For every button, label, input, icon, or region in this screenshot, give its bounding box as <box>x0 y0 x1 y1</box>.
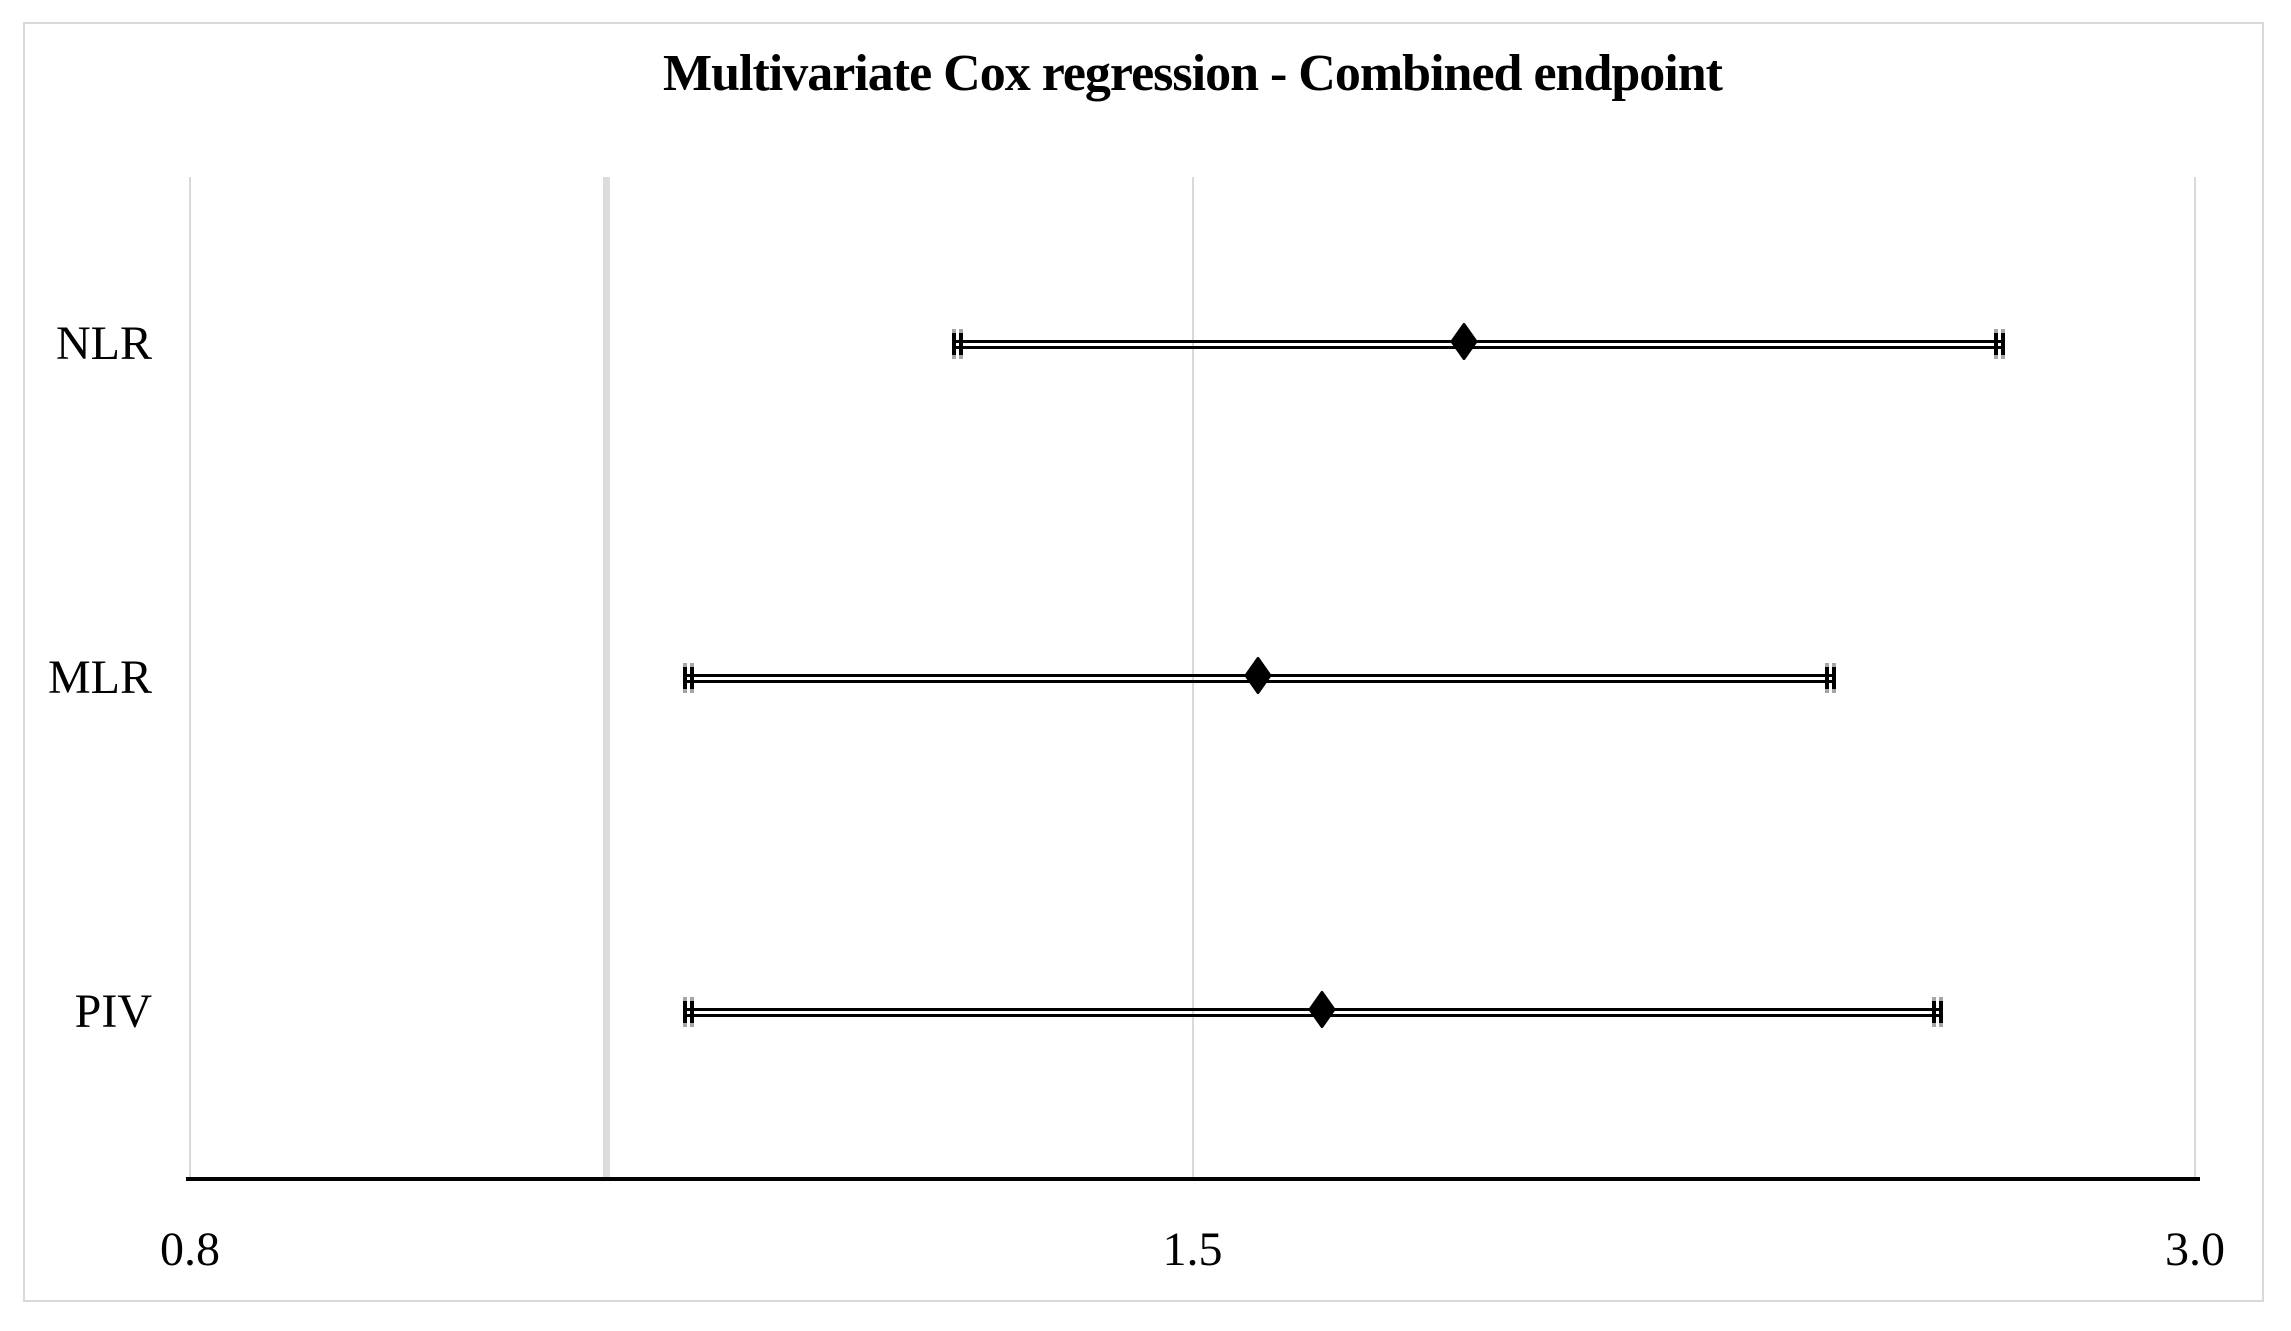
plot-right-border <box>2194 177 2196 1179</box>
ci-cap-right-piv <box>1938 997 1943 1027</box>
ci-bar-nlr <box>951 339 2005 349</box>
hr-marker-mlr <box>1243 657 1273 700</box>
ci-cap-left-mlr <box>690 663 695 693</box>
row-label-mlr: MLR <box>47 651 152 704</box>
plot-area <box>190 177 2195 1179</box>
hr-marker-nlr <box>1449 323 1479 366</box>
ci-cap-right-mlr <box>1824 663 1829 693</box>
ci-cap-left-nlr <box>958 329 963 359</box>
ci-cap-right-piv <box>1931 997 1936 1027</box>
figure-border <box>23 22 2264 1302</box>
plot-left-border <box>189 177 191 1179</box>
ci-cap-right-nlr <box>2000 329 2005 359</box>
x-axis-tick-labels: 0.8 1.5 3.0 <box>160 1222 2225 1282</box>
x-axis-line <box>186 1177 2200 1181</box>
ci-cap-left-piv <box>683 997 688 1027</box>
ci-cap-left-nlr <box>951 329 956 359</box>
row-label-nlr: NLR <box>56 317 152 370</box>
ci-cap-right-nlr <box>1993 329 1998 359</box>
hr-marker-piv <box>1307 991 1337 1034</box>
ci-cap-left-piv <box>690 997 695 1027</box>
gridline-at-1.5 <box>1191 177 1194 1179</box>
reference-line-at-1 <box>602 177 610 1179</box>
row-label-piv: PIV <box>74 985 152 1038</box>
x-tick-3.0: 3.0 <box>2165 1223 2225 1276</box>
chart-title: Multivariate Cox regression - Combined e… <box>663 45 1723 102</box>
ci-cap-right-mlr <box>1831 663 1836 693</box>
ci-cap-left-mlr <box>683 663 688 693</box>
x-tick-0.8: 0.8 <box>160 1223 220 1276</box>
x-tick-1.5: 1.5 <box>1162 1223 1223 1276</box>
